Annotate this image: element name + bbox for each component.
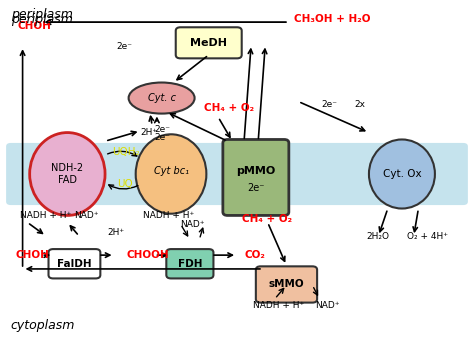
FancyBboxPatch shape bbox=[256, 266, 317, 303]
Text: 2H₂O: 2H₂O bbox=[366, 232, 390, 240]
Text: Cyt. Ox: Cyt. Ox bbox=[383, 169, 421, 179]
Text: CHOOH: CHOOH bbox=[126, 250, 169, 260]
Text: NDH-2
FAD: NDH-2 FAD bbox=[51, 163, 83, 185]
Text: UQH₂: UQH₂ bbox=[112, 147, 140, 157]
Ellipse shape bbox=[136, 134, 206, 214]
Text: pMMO: pMMO bbox=[236, 166, 275, 175]
Text: 2e⁻: 2e⁻ bbox=[117, 42, 133, 51]
Text: NADH + H⁺: NADH + H⁺ bbox=[20, 211, 72, 220]
Text: CHOH: CHOH bbox=[16, 250, 49, 260]
Text: 2e⁻: 2e⁻ bbox=[247, 183, 264, 193]
FancyBboxPatch shape bbox=[166, 249, 213, 278]
Text: MeDH: MeDH bbox=[190, 38, 227, 48]
Text: 2x: 2x bbox=[355, 101, 366, 110]
Text: 2H⁺: 2H⁺ bbox=[140, 128, 157, 137]
Text: CHOH: CHOH bbox=[18, 21, 52, 31]
FancyBboxPatch shape bbox=[176, 27, 242, 58]
FancyBboxPatch shape bbox=[223, 140, 289, 215]
Text: UQ: UQ bbox=[117, 179, 133, 189]
Ellipse shape bbox=[128, 82, 195, 113]
Text: periplasm: periplasm bbox=[11, 14, 73, 26]
Text: CH₄ + O₂: CH₄ + O₂ bbox=[204, 103, 254, 113]
Text: NADH + H⁺: NADH + H⁺ bbox=[254, 301, 305, 310]
Text: NAD⁺: NAD⁺ bbox=[181, 220, 205, 229]
Text: NAD⁺: NAD⁺ bbox=[315, 301, 339, 310]
Text: Cyt bc₁: Cyt bc₁ bbox=[154, 166, 189, 175]
Text: sMMO: sMMO bbox=[269, 279, 304, 290]
Text: O₂ + 4H⁺: O₂ + 4H⁺ bbox=[407, 232, 447, 240]
Text: FDH: FDH bbox=[178, 259, 202, 269]
Text: FalDH: FalDH bbox=[57, 259, 92, 269]
Ellipse shape bbox=[30, 133, 105, 215]
Text: NAD⁺: NAD⁺ bbox=[74, 211, 99, 220]
FancyBboxPatch shape bbox=[6, 143, 468, 205]
Text: 2e⁻: 2e⁻ bbox=[322, 101, 338, 110]
Text: CO₂: CO₂ bbox=[244, 250, 265, 260]
Text: 2e⁻: 2e⁻ bbox=[155, 125, 171, 134]
Text: NADH + H⁺: NADH + H⁺ bbox=[143, 211, 194, 220]
Text: Cyt. c: Cyt. c bbox=[147, 93, 175, 103]
Ellipse shape bbox=[369, 140, 435, 208]
Text: CH₃OH + H₂O: CH₃OH + H₂O bbox=[293, 14, 370, 24]
FancyBboxPatch shape bbox=[48, 249, 100, 278]
Text: cytoplasm: cytoplasm bbox=[11, 319, 75, 332]
Text: 2H⁺: 2H⁺ bbox=[108, 228, 125, 237]
Text: 2e⁻: 2e⁻ bbox=[155, 133, 171, 142]
Text: periplasm: periplasm bbox=[11, 8, 73, 21]
Text: CH₄ + O₂: CH₄ + O₂ bbox=[242, 214, 292, 224]
